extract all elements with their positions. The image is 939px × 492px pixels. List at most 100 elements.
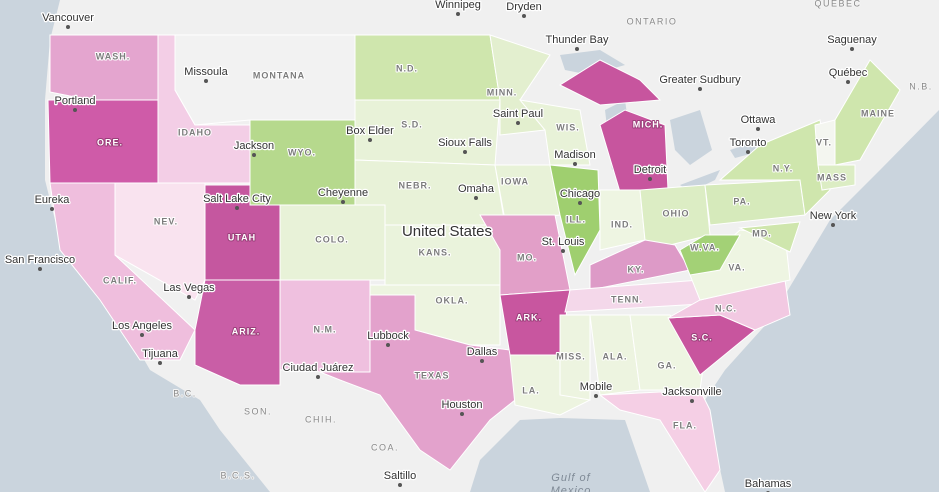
place-dot [846, 80, 850, 84]
lake [730, 140, 765, 158]
place-label: Missoula [184, 66, 228, 78]
place-dot [850, 47, 854, 51]
lake [670, 110, 712, 165]
state-label: COLO. [315, 234, 349, 244]
place-dot [158, 361, 162, 365]
place-dot [578, 201, 582, 205]
state-shape [598, 389, 721, 492]
place-dot [341, 200, 345, 204]
state-label: LA. [522, 385, 540, 395]
region-label: CHIH. [305, 414, 337, 424]
place-dot [474, 196, 478, 200]
place-dot [594, 394, 598, 398]
place-label: Box Elder [346, 125, 394, 137]
place-dot [575, 47, 579, 51]
region-label: SON. [244, 406, 272, 416]
place-label: Dryden [506, 1, 541, 13]
place-dot [368, 138, 372, 142]
state-shape [834, 59, 901, 166]
state-label: NEBR. [398, 180, 431, 190]
state-shape [49, 34, 159, 101]
state-label: CALIF. [103, 275, 137, 285]
place-label: Mobile [580, 381, 612, 393]
place-dot [648, 177, 652, 181]
place-dot [38, 267, 42, 271]
place-label: Salt Lake City [203, 193, 271, 205]
state-shape [679, 234, 741, 276]
place-dot [235, 206, 239, 210]
place-label: Omaha [458, 183, 495, 195]
state-label: PA. [733, 196, 750, 206]
state-shape [494, 164, 561, 221]
place-label: Québec [829, 67, 868, 79]
state-shape [518, 99, 591, 166]
region-label: ONTARIO [627, 16, 678, 26]
place-label: Lubbock [367, 330, 409, 342]
state-label: S.D. [401, 119, 423, 129]
state-label: N.M. [314, 324, 337, 334]
place-label: Ciudad Juárez [283, 362, 354, 374]
place-label: Los Angeles [112, 320, 172, 332]
state-label: ILL. [566, 214, 586, 224]
place-dot [698, 87, 702, 91]
water-label: Gulf of [551, 472, 590, 484]
region-label: B.C. [173, 388, 197, 398]
place-dot [463, 150, 467, 154]
place-label: San Francisco [5, 254, 75, 266]
state-label: WYO. [288, 147, 316, 157]
region-label: N.B. [909, 81, 933, 91]
state-label: ORE. [97, 137, 123, 147]
place-label: Houston [442, 399, 483, 411]
place-label: Vancouver [42, 12, 94, 24]
state-label: N.Y. [773, 163, 794, 173]
state-label: ARIZ. [232, 326, 261, 336]
state-shape [319, 294, 516, 471]
state-label: N.C. [715, 303, 737, 313]
state-label: ALA. [603, 351, 628, 361]
state-label: KY. [627, 264, 644, 274]
state-label: MASS [817, 172, 847, 182]
state-label: NEV. [154, 216, 178, 226]
place-label: St. Louis [542, 236, 585, 248]
state-label: TEXAS [414, 370, 449, 380]
state-label: ARK. [516, 312, 542, 322]
state-shape [558, 59, 662, 106]
state-label: KANS. [418, 247, 451, 257]
state-label: WASH. [96, 51, 131, 61]
state-label: MAINE [861, 108, 895, 118]
place-label: Thunder Bay [546, 34, 609, 46]
place-dot [140, 333, 144, 337]
place-dot [252, 153, 256, 157]
state-shape [599, 109, 669, 193]
place-dot [204, 79, 208, 83]
state-label: N.D. [396, 63, 418, 73]
place-dot [73, 108, 77, 112]
place-label: Las Vegas [163, 282, 215, 294]
place-label: Madison [554, 149, 596, 161]
state-label: VT. [816, 137, 832, 147]
state-label: MONTANA [253, 70, 305, 80]
region-label: B.C.S. [220, 470, 255, 480]
place-dot [456, 12, 460, 16]
state-label: VA. [728, 262, 745, 272]
water-label: Mexico [551, 485, 592, 492]
state-shape [549, 164, 601, 277]
state-shape [817, 164, 856, 191]
place-dot [316, 375, 320, 379]
state-label: S.C. [691, 332, 713, 342]
place-label: Jacksonville [662, 386, 721, 398]
state-shape [738, 221, 801, 253]
place-dot [398, 483, 402, 487]
place-dot [516, 121, 520, 125]
region-label: COA. [371, 442, 399, 452]
state-label: OHIO [662, 208, 689, 218]
states [47, 34, 901, 492]
place-label: Eureka [35, 194, 71, 206]
place-dot [480, 359, 484, 363]
state-label: WIS. [556, 122, 580, 132]
state-label: MICH. [633, 119, 664, 129]
place-label: Saguenay [827, 34, 877, 46]
place-label: Saltillo [384, 470, 416, 482]
state-label: TENN. [611, 294, 643, 304]
